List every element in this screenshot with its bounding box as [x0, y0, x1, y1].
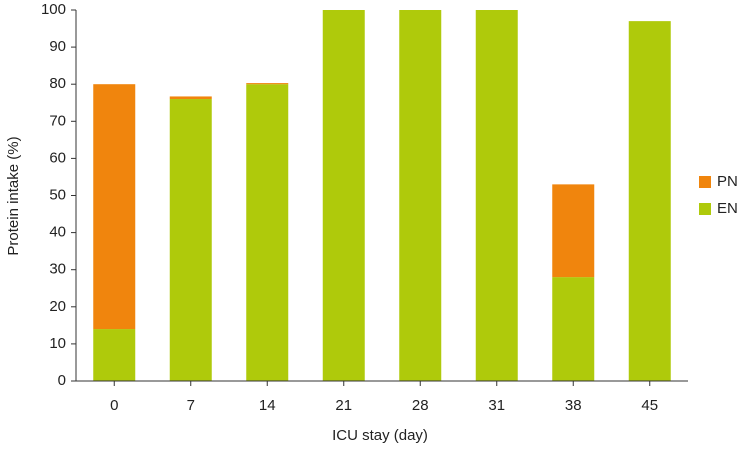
x-tick-label: 38 [565, 397, 582, 414]
legend-label: PN [717, 173, 738, 190]
x-tick-label: 45 [641, 397, 658, 414]
y-tick-label: 0 [58, 372, 66, 389]
x-axis-label: ICU stay (day) [332, 427, 428, 444]
bar-segment [246, 84, 289, 381]
bar-segment [93, 84, 136, 330]
y-axis-label: Protein intake (%) [5, 136, 22, 255]
bar-segment [246, 83, 289, 85]
legend-swatch [699, 176, 711, 188]
legend-label: EN [717, 200, 738, 217]
bar-segment [475, 10, 518, 381]
bar-segment [93, 329, 136, 381]
x-tick-label: 21 [335, 397, 352, 414]
bar-segment [169, 99, 212, 381]
bar-segment [169, 96, 212, 100]
x-tick-label: 7 [187, 397, 195, 414]
y-tick-label: 30 [49, 261, 66, 278]
y-tick-label: 10 [49, 335, 66, 352]
y-tick-label: 40 [49, 224, 66, 241]
y-tick-label: 60 [49, 149, 66, 166]
y-tick-label: 100 [41, 1, 66, 18]
y-tick-label: 90 [49, 38, 66, 55]
y-tick-label: 20 [49, 298, 66, 315]
x-tick-label: 14 [259, 397, 276, 414]
y-tick-label: 80 [49, 75, 66, 92]
bar-segment [322, 10, 365, 381]
y-tick-label: 70 [49, 112, 66, 129]
x-tick-label: 0 [110, 397, 118, 414]
y-tick-label: 50 [49, 186, 66, 203]
bar-segment [399, 10, 442, 381]
legend-swatch [699, 203, 711, 215]
x-tick-label: 31 [488, 397, 505, 414]
x-tick-label: 28 [412, 397, 429, 414]
bar-segment [552, 184, 595, 278]
bar-segment [628, 21, 671, 381]
bar-segment [552, 277, 595, 381]
